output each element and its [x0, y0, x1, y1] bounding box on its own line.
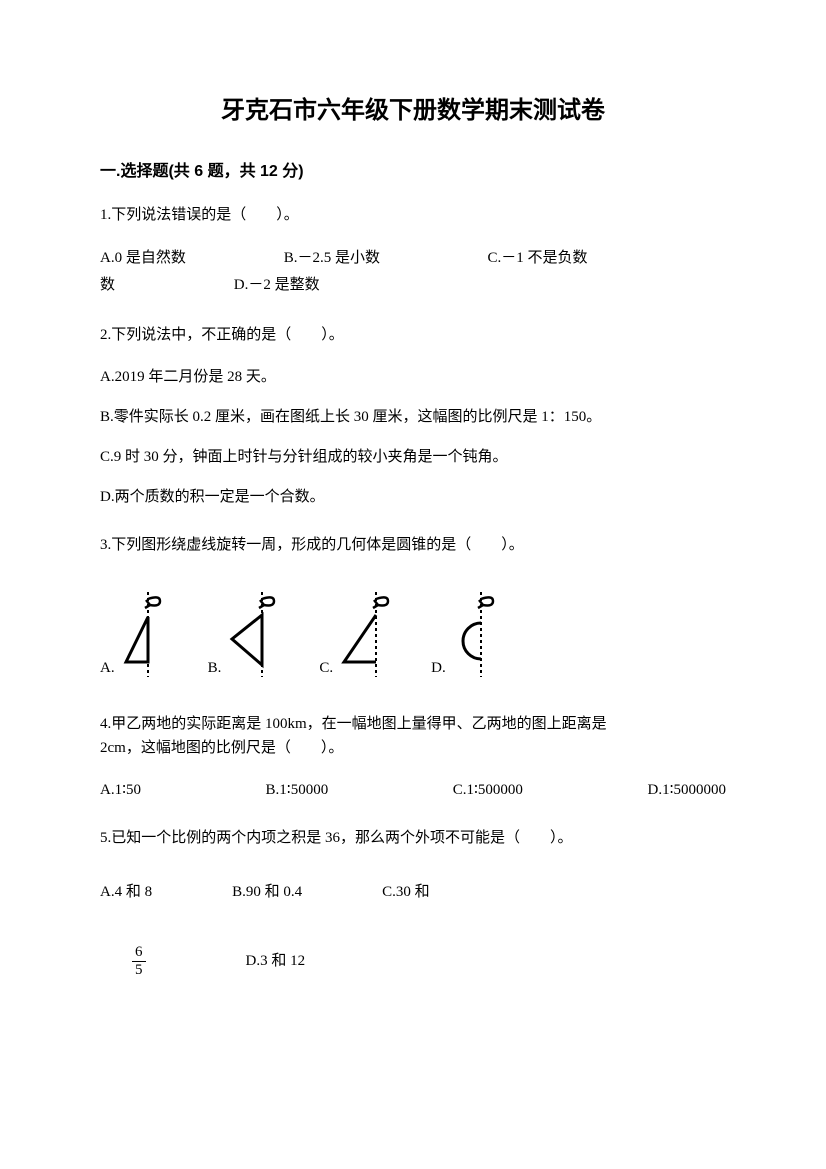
question-4: 4.甲乙两地的实际距离是 100km，在一幅地图上量得甲、乙两地的图上距离是 2… [100, 712, 726, 802]
q4-options-row: A.1∶50 B.1∶50000 C.1∶500000 D.1∶5000000 [100, 778, 726, 802]
q1-opt-b: B.－2.5 是小数 [284, 245, 484, 272]
rotation-shape-c-icon [336, 587, 401, 682]
section-header: 一.选择题(共 6 题，共 12 分) [100, 157, 726, 181]
q1-options: A.0 是自然数 B.－2.5 是小数 C.－1 不是负数 数 D.－2 是整数 [100, 245, 726, 299]
q5-opt-b: B.90 和 0.4 [232, 880, 302, 904]
rotation-shape-a-icon [118, 587, 178, 682]
q3-option-b: B. [208, 587, 290, 682]
page-title: 牙克石市六年级下册数学期末测试卷 [100, 90, 726, 125]
question-1: 1.下列说法错误的是（ ）。 A.0 是自然数 B.－2.5 是小数 C.－1 … [100, 203, 726, 299]
rotation-shape-d-icon [449, 587, 504, 682]
q5-options-row2: 6 5 D.3 和 12 [100, 944, 726, 978]
q5-opt-a: A.4 和 8 [100, 880, 152, 904]
q5-text: 5.已知一个比例的两个内项之积是 36，那么两个外项不可能是（ ）。 [100, 826, 726, 850]
q3-label-a: A. [100, 656, 115, 680]
fraction-numerator: 6 [132, 944, 146, 962]
fraction-denominator: 5 [132, 962, 146, 979]
q3-label-b: B. [208, 656, 222, 680]
q3-label-c: C. [319, 656, 333, 680]
q3-text: 3.下列图形绕虚线旋转一周，形成的几何体是圆锥的是（ ）。 [100, 533, 726, 557]
question-2: 2.下列说法中，不正确的是（ ）。 A.2019 年二月份是 28 天。 B.零… [100, 323, 726, 509]
q4-opt-b: B.1∶50000 [266, 778, 329, 802]
q5-fraction: 6 5 [132, 944, 146, 978]
q5-opt-c: C.30 和 [382, 880, 430, 904]
q2-opt-d: D.两个质数的积一定是一个合数。 [100, 485, 726, 509]
q1-opt-a: A.0 是自然数 [100, 245, 280, 272]
q1-opt-c: C.－1 不是负数 [488, 250, 588, 266]
q5-options-row1: A.4 和 8 B.90 和 0.4 C.30 和 [100, 880, 726, 904]
q4-opt-a: A.1∶50 [100, 778, 141, 802]
rotation-shape-b-icon [224, 587, 289, 682]
q3-label-d: D. [431, 656, 446, 680]
q3-option-a: A. [100, 587, 178, 682]
q4-opt-d: D.1∶5000000 [647, 778, 726, 802]
q2-opt-b: B.零件实际长 0.2 厘米，画在图纸上长 30 厘米，这幅图的比例尺是 1：1… [100, 405, 726, 429]
q2-opt-c: C.9 时 30 分，钟面上时针与分针组成的较小夹角是一个钝角。 [100, 445, 726, 469]
question-3: 3.下列图形绕虚线旋转一周，形成的几何体是圆锥的是（ ）。 A. B. C. [100, 533, 726, 682]
q2-text: 2.下列说法中，不正确的是（ ）。 [100, 323, 726, 347]
q3-option-c: C. [319, 587, 401, 682]
q4-opt-c: C.1∶500000 [453, 778, 523, 802]
q2-opt-a: A.2019 年二月份是 28 天。 [100, 365, 726, 389]
q3-options-row: A. B. C. [100, 587, 726, 682]
q5-opt-d: D.3 和 12 [246, 949, 306, 973]
q4-text-line1: 4.甲乙两地的实际距离是 100km，在一幅地图上量得甲、乙两地的图上距离是 [100, 712, 726, 736]
q1-opt-d: D.－2 是整数 [234, 277, 320, 293]
q1-text: 1.下列说法错误的是（ ）。 [100, 203, 726, 227]
q3-option-d: D. [431, 587, 504, 682]
q4-text-line2: 2cm，这幅地图的比例尺是（ ）。 [100, 736, 726, 760]
q1-opt-c-wrap: 数 [100, 272, 230, 299]
question-5: 5.已知一个比例的两个内项之积是 36，那么两个外项不可能是（ ）。 A.4 和… [100, 826, 726, 978]
